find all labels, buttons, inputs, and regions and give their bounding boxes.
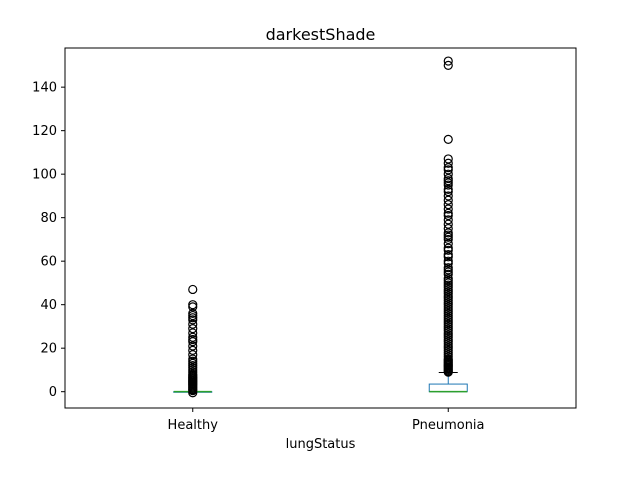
outlier-point — [443, 256, 453, 266]
outlier-point — [443, 163, 453, 173]
outlier-point — [443, 173, 453, 184]
y-tick-label: 140 — [32, 81, 57, 96]
outlier-point — [188, 324, 198, 334]
outlier-point — [188, 284, 198, 295]
plot-area-frame — [64, 47, 577, 409]
chart-title: darkestShade — [266, 25, 376, 44]
y-tick-label: 60 — [40, 255, 57, 270]
outlier-point — [188, 350, 198, 360]
outlier-point — [188, 300, 198, 310]
outlier-point — [188, 345, 198, 355]
outlier-point — [443, 134, 453, 144]
outlier-point — [188, 341, 198, 351]
y-tick-label: 120 — [32, 124, 57, 139]
outlier-point — [443, 208, 453, 218]
outlier-point — [188, 328, 198, 338]
outlier-point — [443, 191, 453, 201]
x-axis-title: lungStatus — [286, 437, 356, 452]
box-body — [428, 383, 468, 393]
outlier-point — [443, 263, 453, 273]
x-tick-label: Healthy — [168, 418, 219, 433]
outlier-point — [443, 56, 453, 66]
outlier-point — [188, 354, 198, 364]
outlier-point — [443, 195, 453, 205]
box-healthy — [173, 284, 213, 398]
x-tick-label: Pneumonia — [412, 418, 485, 433]
outlier-point — [443, 273, 453, 284]
outlier-point — [443, 169, 453, 179]
outlier-point — [188, 332, 198, 342]
outlier-point — [443, 228, 453, 238]
y-axis: 0 20 40 60 80 100 120 140 — [32, 81, 65, 400]
outlier-point — [443, 250, 453, 260]
outlier-point — [443, 204, 453, 214]
outlier-point — [443, 200, 453, 210]
outlier-point — [443, 184, 453, 194]
outlier-point — [443, 154, 453, 164]
outlier-point — [188, 308, 198, 318]
outlier-point — [443, 219, 453, 229]
box-pneumonia — [428, 56, 468, 393]
y-tick-label: 20 — [40, 342, 57, 357]
y-tick-label: 40 — [40, 298, 57, 313]
outlier-point — [443, 223, 453, 234]
x-axis: Healthy Pneumonia — [168, 408, 485, 433]
outlier-point — [443, 215, 453, 225]
outlier-point — [443, 158, 453, 168]
outlier-point — [443, 239, 453, 249]
outlier-point — [443, 60, 453, 71]
box-series — [173, 56, 468, 398]
y-tick-label: 0 — [49, 385, 57, 400]
outlier-point — [188, 319, 198, 329]
y-tick-label: 80 — [40, 211, 57, 226]
outlier-point — [443, 243, 453, 253]
y-tick-label: 100 — [32, 168, 57, 183]
